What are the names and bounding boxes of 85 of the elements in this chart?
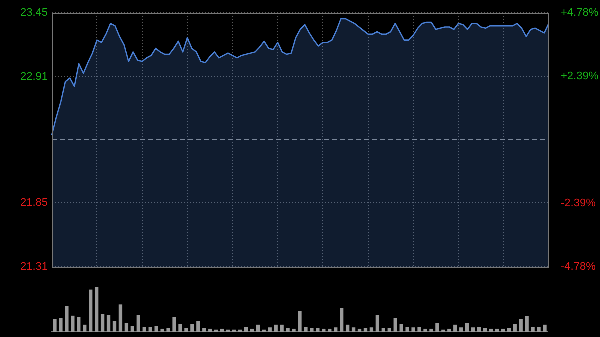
- bar: [412, 328, 416, 332]
- y2-tick-label: +2.39%: [561, 70, 599, 83]
- bar: [543, 324, 547, 332]
- y-tick-label: 22.91: [20, 71, 48, 84]
- y-tick-label: 21.31: [20, 261, 48, 274]
- bar: [370, 328, 374, 332]
- bar: [89, 290, 93, 332]
- bar: [364, 328, 368, 332]
- bar: [460, 328, 464, 332]
- bar: [328, 328, 332, 332]
- bar: [340, 308, 344, 332]
- bar: [418, 327, 422, 332]
- bar: [525, 316, 529, 332]
- bar: [184, 328, 188, 332]
- bar: [406, 327, 410, 332]
- bar: [100, 314, 105, 332]
- bar: [53, 319, 57, 332]
- y2-tick-label: +4.78%: [561, 7, 599, 20]
- bar: [130, 326, 135, 332]
- bar: [400, 324, 404, 332]
- bar: [537, 327, 541, 332]
- bar: [166, 328, 170, 332]
- bar: [334, 328, 338, 332]
- bar: [136, 315, 140, 332]
- bar: [142, 327, 146, 332]
- y-tick-label: 21.85: [20, 196, 48, 209]
- bar: [250, 328, 254, 332]
- bar: [448, 328, 452, 332]
- bar: [519, 319, 523, 332]
- bar: [424, 328, 428, 332]
- bar: [106, 315, 111, 332]
- bar: [65, 306, 69, 332]
- bar: [298, 311, 302, 332]
- bar: [507, 328, 511, 332]
- bar: [394, 318, 398, 332]
- bar: [83, 324, 87, 332]
- bar: [346, 324, 350, 332]
- bar: [274, 324, 278, 332]
- bar: [77, 317, 81, 332]
- bar: [304, 327, 308, 332]
- bar: [388, 328, 392, 332]
- bar: [280, 324, 284, 332]
- bar: [94, 287, 99, 332]
- y2-tick-label: -2.39%: [561, 198, 596, 210]
- bar: [190, 324, 194, 332]
- bar: [471, 328, 476, 332]
- bar: [352, 328, 356, 332]
- bar: [322, 328, 326, 332]
- bar: [376, 315, 380, 332]
- bar: [483, 328, 488, 332]
- bar: [154, 326, 158, 332]
- bar: [310, 328, 314, 332]
- bar: [495, 328, 500, 332]
- bar: [513, 324, 517, 332]
- bar: [59, 318, 63, 332]
- bar: [465, 323, 470, 332]
- bar: [256, 324, 260, 332]
- bar: [430, 328, 434, 332]
- bar: [436, 323, 440, 332]
- bar: [172, 317, 176, 332]
- bar: [208, 328, 212, 332]
- bar: [489, 328, 494, 332]
- y2-tick-label: -4.78%: [561, 261, 596, 274]
- bar: [454, 324, 458, 332]
- bar: [160, 328, 164, 332]
- bar: [286, 328, 290, 332]
- bar: [148, 327, 152, 332]
- bar: [316, 328, 320, 332]
- bar: [292, 328, 296, 332]
- bar: [124, 323, 129, 332]
- bar: [196, 321, 200, 332]
- bar: [118, 304, 123, 332]
- bar: [382, 328, 386, 332]
- bar: [112, 321, 117, 332]
- bar: [178, 324, 182, 332]
- y-tick-label: 23.45: [20, 7, 48, 20]
- bar: [71, 316, 75, 332]
- bar: [501, 328, 506, 332]
- bar: [531, 327, 535, 332]
- bar: [358, 328, 362, 332]
- bar: [220, 328, 224, 332]
- bar: [268, 328, 272, 332]
- bar: [244, 327, 248, 332]
- bar: [477, 327, 482, 332]
- bar: [202, 328, 206, 332]
